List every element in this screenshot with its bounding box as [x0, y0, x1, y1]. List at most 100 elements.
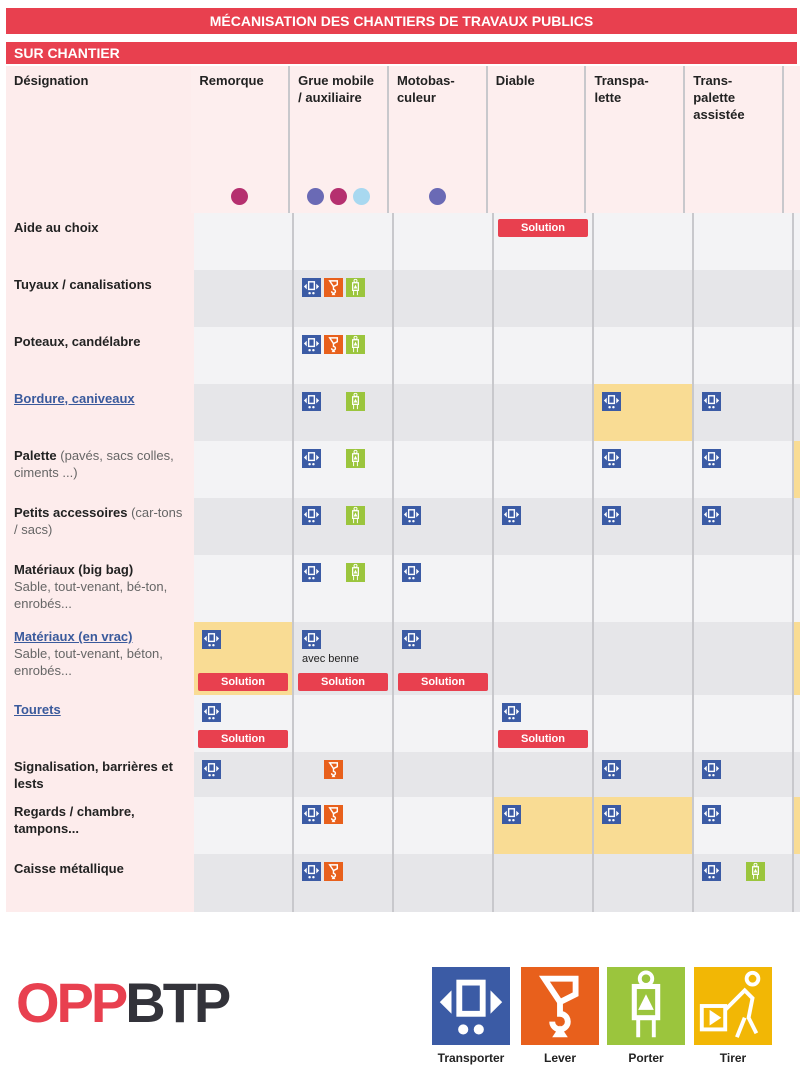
partial-column — [784, 66, 800, 213]
transporter-icon — [202, 760, 221, 779]
equipment-cell — [594, 441, 694, 498]
equipment-cell — [694, 752, 794, 797]
transporter-icon — [702, 449, 721, 468]
action-icons — [302, 563, 368, 582]
transporter-icon — [302, 805, 321, 824]
action-icons — [702, 862, 768, 881]
column-header-label: Diable — [495, 73, 535, 88]
column-header: Grue mobile / auxiliaire — [290, 66, 389, 213]
category-dot-icon — [330, 188, 348, 205]
column-header: Transpa-lette — [586, 66, 686, 213]
oppbtp-logo: OPPBTP — [16, 970, 231, 1035]
table-row: Bordure, caniveaux — [6, 384, 800, 441]
designation-details: Sable, tout-venant, bé-ton, enrobés... — [14, 579, 168, 611]
equipment-cell — [294, 270, 394, 327]
solution-button[interactable]: Solution — [198, 673, 288, 691]
porter-icon — [346, 563, 365, 582]
action-icons — [502, 805, 524, 824]
table-row: Regards / chambre, tampons... — [6, 797, 800, 854]
legend-label: Lever — [543, 1051, 577, 1065]
equipment-cell — [694, 854, 794, 912]
equipment-cell — [394, 695, 494, 752]
designation-label: Caisse métallique — [14, 861, 124, 876]
designation-link[interactable]: Tourets — [14, 702, 61, 717]
solution-button[interactable]: Solution — [198, 730, 288, 748]
designation-details: (pavés, sacs colles, ciments ...) — [14, 448, 174, 480]
action-icons — [302, 392, 368, 411]
solution-button[interactable]: Solution — [398, 673, 488, 691]
equipment-cell — [194, 555, 294, 622]
designation-label: Signalisation, barrières et lests — [14, 759, 173, 791]
designation-label: Poteaux, candélabre — [14, 334, 141, 349]
empty-slot — [302, 760, 321, 779]
transporter-icon — [432, 967, 510, 1045]
equipment-cell: Solution — [194, 695, 294, 752]
transporter-icon — [402, 630, 421, 649]
partial-column — [794, 441, 800, 498]
table-row: Poteaux, candélabre — [6, 327, 800, 384]
solution-button[interactable]: Solution — [498, 219, 588, 237]
designation-cell: Regards / chambre, tampons... — [6, 797, 194, 854]
designation-cell: Matériaux (big bag) Sable, tout-venant, … — [6, 555, 194, 622]
legend-item-transporter: Transporter — [432, 967, 510, 1065]
designation-label: Petits accessoires — [14, 505, 128, 520]
legend-label: Porter — [628, 1051, 664, 1065]
action-icons — [402, 506, 424, 525]
section-header: SUR CHANTIER — [6, 42, 797, 64]
legend-label: Transporter — [437, 1051, 505, 1065]
solution-button[interactable]: Solution — [298, 673, 388, 691]
designation-link[interactable]: Matériaux (en vrac) — [14, 629, 133, 644]
equipment-cell — [594, 797, 694, 854]
equipment-cell — [194, 752, 294, 797]
action-icons — [302, 630, 324, 649]
transporter-icon — [702, 506, 721, 525]
action-icons — [302, 805, 346, 824]
logo-part-btp: BTP — [125, 971, 231, 1034]
designation-link[interactable]: Bordure, caniveaux — [14, 391, 135, 406]
partial-column — [794, 695, 800, 752]
equipment-cell — [594, 695, 694, 752]
column-header: Diable — [487, 66, 587, 213]
table-row: Tuyaux / canalisations — [6, 270, 800, 327]
column-header-label: Motobas-culeur — [396, 73, 455, 105]
equipment-cell — [494, 854, 594, 912]
empty-slot — [324, 506, 343, 525]
transporter-icon — [602, 506, 621, 525]
empty-slot — [724, 862, 743, 881]
designation-cell: Aide au choix — [6, 213, 194, 270]
column-header-label: Transpa-lette — [594, 73, 649, 105]
transporter-icon — [402, 506, 421, 525]
transporter-icon — [602, 392, 621, 411]
equipment-cell — [694, 441, 794, 498]
column-header-label: Grue mobile / auxiliaire — [298, 73, 375, 105]
designation-label: Regards / chambre, tampons... — [14, 804, 135, 836]
solution-button[interactable]: Solution — [498, 730, 588, 748]
action-icons — [302, 449, 368, 468]
equipment-cell — [694, 327, 794, 384]
porter-icon — [746, 862, 765, 881]
equipment-cell — [394, 384, 494, 441]
equipment-cell — [694, 384, 794, 441]
equipment-cell — [394, 854, 494, 912]
action-icons — [402, 563, 424, 582]
equipment-category-dots — [191, 188, 288, 205]
empty-slot — [324, 563, 343, 582]
column-header: Désignation — [6, 66, 192, 213]
column-header: Trans-palette assistée — [685, 66, 784, 213]
equipment-cell — [394, 270, 494, 327]
equipment-cell — [594, 854, 694, 912]
page-title: MÉCANISATION DES CHANTIERS DE TRAVAUX PU… — [6, 8, 797, 34]
partial-column — [794, 622, 800, 695]
transporter-icon — [302, 506, 321, 525]
category-dot-icon — [428, 188, 446, 205]
column-header: Motobas-culeur — [388, 66, 488, 213]
partial-column — [794, 555, 800, 622]
transporter-icon — [502, 506, 521, 525]
porter-icon — [346, 335, 365, 354]
equipment-cell — [294, 498, 394, 555]
equipment-cell — [294, 695, 394, 752]
table-row: Petits accessoires (car-tons / sacs) — [6, 498, 800, 555]
partial-column — [794, 797, 800, 854]
designation-label: Aide au choix — [14, 220, 99, 235]
lever-icon — [521, 967, 599, 1045]
